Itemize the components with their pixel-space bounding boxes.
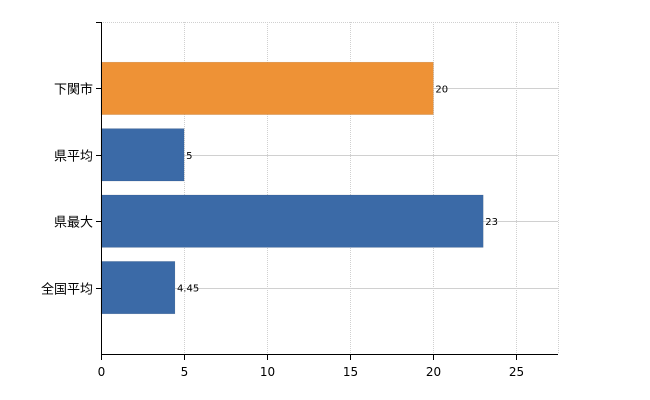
category-label: 全国平均 [41,282,93,298]
x-tick-label: 10 [260,365,275,379]
x-tick-label: 20 [426,365,441,379]
bars [100,61,484,315]
category-label: 県最大 [54,216,93,231]
data-label: 4.45 [177,284,199,295]
data-label: 23 [485,217,498,228]
data-label: 20 [435,84,448,95]
x-tick-label: 5 [181,365,189,379]
bar [100,194,484,248]
data-label: 5 [186,151,192,162]
category-label: 下関市 [54,82,93,98]
x-tick-label: 25 [509,365,524,379]
bar [100,261,176,315]
category-label: 県平均 [54,150,93,165]
x-tick-label: 15 [343,365,358,379]
bar [100,128,185,182]
x-tick-label: 0 [98,365,106,379]
bar [100,61,434,115]
axes [96,22,558,360]
